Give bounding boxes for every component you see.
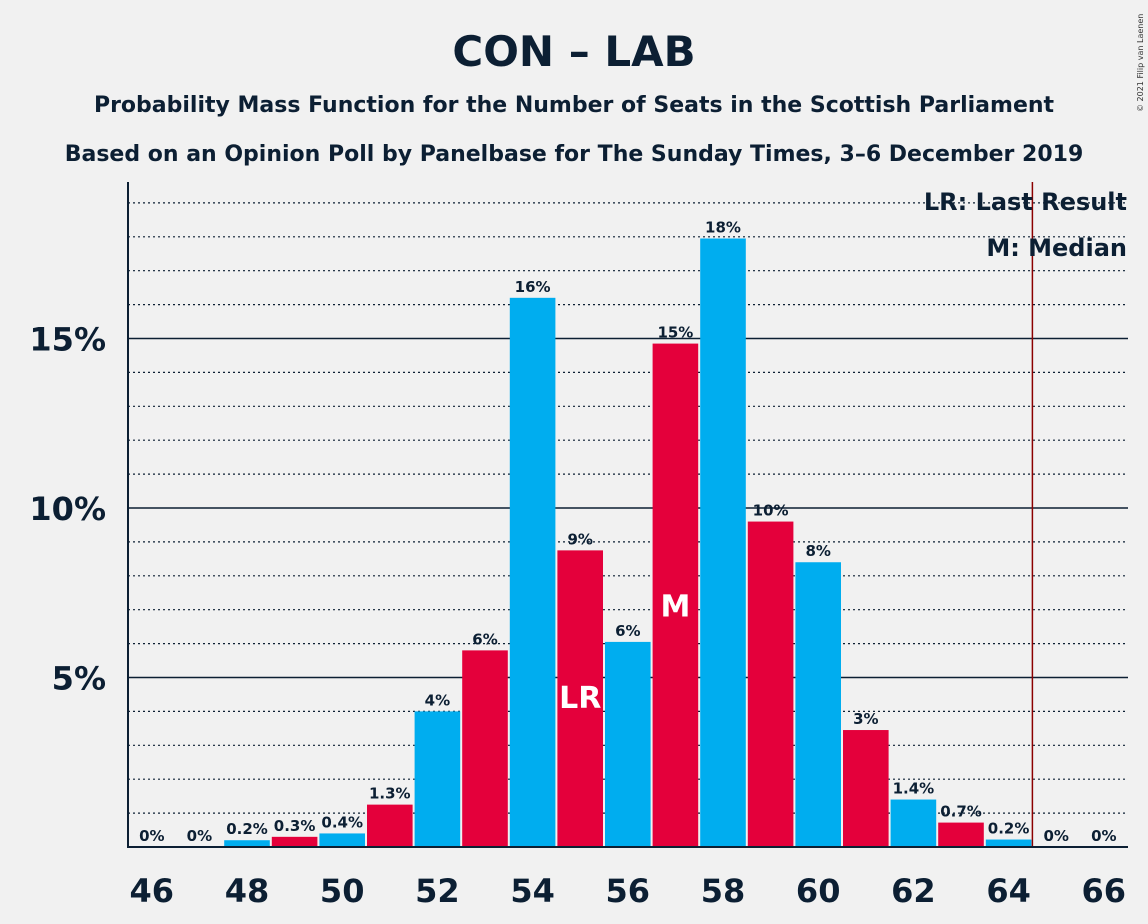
bar-value-label: 6% (615, 622, 640, 640)
y-tick-label: 10% (29, 490, 106, 528)
last-result-marker: LR (559, 681, 601, 716)
x-tick-label: 48 (225, 872, 270, 910)
bar-seat-64 (985, 839, 1032, 847)
chart-subtitle-2: Based on an Opinion Poll by Panelbase fo… (65, 142, 1084, 167)
x-tick-label: 46 (130, 872, 175, 910)
x-tick-label: 54 (510, 872, 555, 910)
bar-value-label: 0.7% (940, 803, 982, 821)
bar-seat-51 (367, 804, 413, 847)
bar-labels-group: 0% 0% 0.2% 0.3% 0.4% 1.3% 4% 6% 16% 9% 6% 15% 18% 10%… (139, 218, 1116, 845)
bar-seat-60 (795, 562, 841, 847)
bar-value-label: 10% (753, 502, 789, 520)
bar-seat-59 (747, 521, 794, 847)
bars-group (224, 238, 1032, 847)
bar-value-label: 6% (472, 630, 497, 648)
bar-seat-56 (605, 641, 651, 847)
x-tick-label: 56 (606, 872, 651, 910)
bar-value-label: 0.2% (988, 820, 1030, 838)
bar-value-label: 1.3% (369, 785, 411, 803)
bar-seat-52 (414, 711, 461, 847)
bar-value-label: 0.3% (274, 817, 316, 835)
axes-group: 5% 10% 15% 46 48 50 52 54 56 58 60 62 64 66 (29, 182, 1128, 910)
bar-seat-53 (462, 650, 508, 847)
bar-seat-48 (224, 840, 270, 847)
bar-value-label: 15% (657, 324, 693, 342)
x-tick-label: 60 (796, 872, 841, 910)
x-tick-label: 66 (1082, 872, 1127, 910)
bar-value-label: 0% (1043, 827, 1068, 845)
x-tick-label: 50 (320, 872, 365, 910)
bar-seat-62 (890, 799, 937, 847)
bar-value-label: 0% (139, 827, 164, 845)
bar-seat-63 (938, 822, 984, 847)
bar-seat-50 (319, 833, 365, 847)
bar-value-label: 3% (853, 710, 878, 728)
bar-value-label: 0% (187, 827, 212, 845)
x-tick-label: 62 (891, 872, 936, 910)
copyright-text: © 2021 Filip van Laenen (1136, 14, 1145, 112)
y-tick-label: 15% (29, 321, 106, 359)
y-tick-label: 5% (52, 660, 106, 698)
bar-value-label: 0% (1091, 827, 1116, 845)
bar-seat-55 (557, 550, 603, 847)
bar-seat-49 (271, 836, 318, 847)
chart-title: CON – LAB (452, 27, 695, 76)
bar-value-label: 8% (805, 542, 830, 560)
x-tick-label: 58 (701, 872, 746, 910)
bar-seat-58 (700, 238, 746, 847)
bar-value-label: 0.2% (226, 820, 268, 838)
x-tick-label: 52 (415, 872, 460, 910)
bar-seat-54 (509, 297, 556, 847)
bar-value-label: 4% (425, 691, 450, 709)
median-marker: M (660, 589, 690, 624)
legend-last-result: LR: Last Result (924, 188, 1127, 216)
bar-value-label: 0.4% (321, 813, 363, 831)
bar-value-label: 1.4% (893, 780, 935, 798)
bar-value-label: 18% (705, 218, 741, 236)
x-tick-label: 64 (986, 872, 1031, 910)
bar-seat-61 (843, 730, 889, 847)
bar-value-label: 16% (515, 278, 551, 296)
bar-value-label: 9% (567, 530, 592, 548)
legend-median: M: Median (986, 234, 1127, 262)
bar-seat-57 (652, 343, 699, 847)
chart-subtitle-1: Probability Mass Function for the Number… (94, 93, 1055, 118)
